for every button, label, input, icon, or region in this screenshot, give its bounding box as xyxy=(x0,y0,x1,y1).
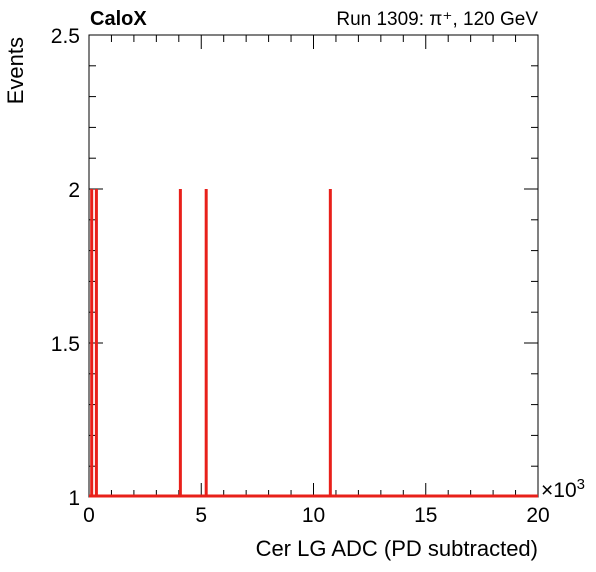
plot-frame xyxy=(88,34,539,498)
x-axis-title: Cer LG ADC (PD subtracted) xyxy=(256,536,538,561)
x-multiplier-exp: 3 xyxy=(577,476,585,493)
y-tick-label: 1.5 xyxy=(51,333,80,356)
series-histogram xyxy=(89,189,538,498)
run-info-label: Run 1309: π⁺, 120 GeV xyxy=(336,9,538,30)
axis-ticks xyxy=(88,34,539,498)
y-tick-labels: 1 1.5 2 2.5 xyxy=(51,25,80,510)
x-tick-label: 20 xyxy=(526,504,549,527)
x-multiplier-base: ×10 xyxy=(541,479,577,502)
y-axis-title: Events xyxy=(3,37,28,104)
x-tick-label: 15 xyxy=(414,504,437,527)
x-multiplier: ×103 xyxy=(541,476,585,502)
x-tick-labels: 0 5 10 15 20 xyxy=(83,504,550,527)
x-tick-label: 0 xyxy=(83,504,95,527)
x-tick-label: 10 xyxy=(302,504,325,527)
experiment-label: CaloX xyxy=(90,8,147,30)
y-tick-label: 2 xyxy=(68,179,80,202)
y-tick-label: 1 xyxy=(68,487,80,510)
y-tick-label: 2.5 xyxy=(51,25,80,48)
x-tick-label: 5 xyxy=(195,504,207,527)
